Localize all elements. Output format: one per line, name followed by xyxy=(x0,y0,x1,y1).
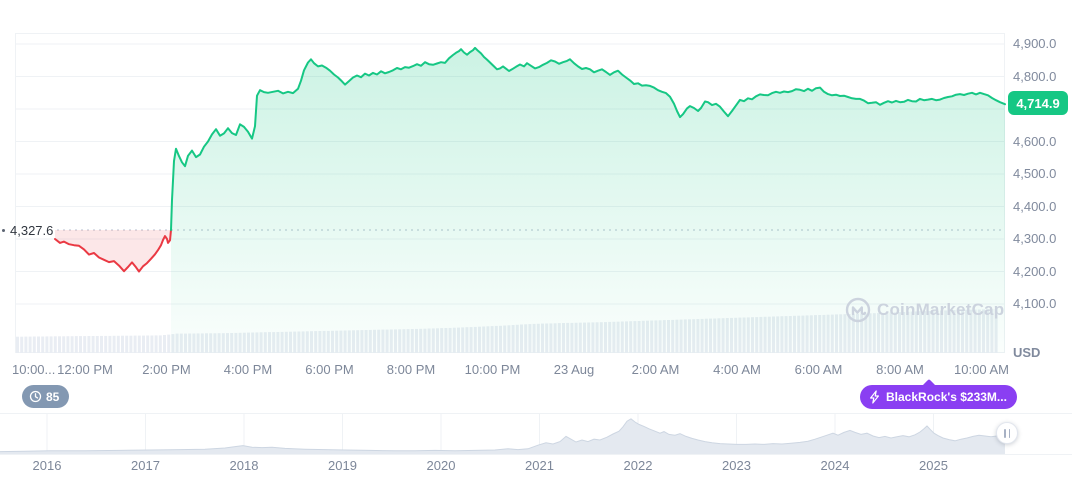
x-axis-label: 4:00 AM xyxy=(713,362,761,377)
x-axis-label: 10:00 AM xyxy=(954,362,1009,377)
year-label: 2018 xyxy=(229,458,259,473)
x-axis-label: 8:00 AM xyxy=(876,362,924,377)
year-label: 2020 xyxy=(426,458,456,473)
watermark: CoinMarketCap xyxy=(845,297,1004,323)
y-axis-label: 4,500.0 xyxy=(1013,166,1057,181)
year-label: 2025 xyxy=(919,458,948,473)
history-count: 85 xyxy=(46,389,60,404)
news-annotation-label: BlackRock's $233M... xyxy=(886,390,1007,404)
watermark-text: CoinMarketCap xyxy=(877,300,1005,319)
y-axis-label: 4,600.0 xyxy=(1013,133,1057,149)
x-axis-label: 6:00 AM xyxy=(794,362,843,377)
x-axis-label: 12:00 PM xyxy=(57,362,113,377)
y-axis-label: 4,400.0 xyxy=(1013,198,1057,214)
open-price-label: 4,327.6 xyxy=(10,223,54,238)
price-chart-canvas[interactable] xyxy=(0,0,1072,410)
y-axis-unit: USD xyxy=(1013,345,1041,360)
x-axis-label: 10:00 PM xyxy=(464,362,521,377)
history-count-badge[interactable]: 85 xyxy=(22,385,70,408)
y-axis-label: 4,800.0 xyxy=(1013,68,1057,84)
x-axis-label: 2:00 AM xyxy=(631,362,680,377)
timeline-navigator[interactable] xyxy=(0,410,1072,460)
y-axis-label: 4,100.0 xyxy=(1013,296,1057,311)
x-axis-label: 23 Aug xyxy=(553,362,595,377)
year-label: 2017 xyxy=(131,458,160,473)
lightning-icon xyxy=(869,390,881,404)
coinmarketcap-logo-icon xyxy=(845,297,871,323)
year-label: 2019 xyxy=(328,458,357,473)
y-axis-label: 4,200.0 xyxy=(1013,263,1057,279)
year-label: 2021 xyxy=(525,458,554,473)
open-price-dot xyxy=(2,229,5,232)
year-label: 2016 xyxy=(32,458,62,473)
navigator-drag-handle-icon[interactable] xyxy=(996,422,1018,444)
y-axis-label: 4,300.0 xyxy=(1013,231,1057,246)
x-axis-label: 8:00 PM xyxy=(386,362,436,377)
year-label: 2023 xyxy=(722,458,751,473)
history-clock-icon xyxy=(29,390,42,403)
y-axis-label: 4,900.0 xyxy=(1013,36,1057,51)
year-label: 2024 xyxy=(820,458,850,473)
current-price-badge: 4,714.9 xyxy=(1008,91,1068,115)
news-annotation-badge[interactable]: BlackRock's $233M... xyxy=(860,385,1017,409)
x-axis-label: 4:00 PM xyxy=(223,362,273,377)
x-axis-label: 6:00 PM xyxy=(305,362,354,377)
year-label: 2022 xyxy=(623,458,653,473)
x-axis-label: 2:00 PM xyxy=(142,362,191,377)
x-axis-label: 10:00... xyxy=(12,362,56,377)
